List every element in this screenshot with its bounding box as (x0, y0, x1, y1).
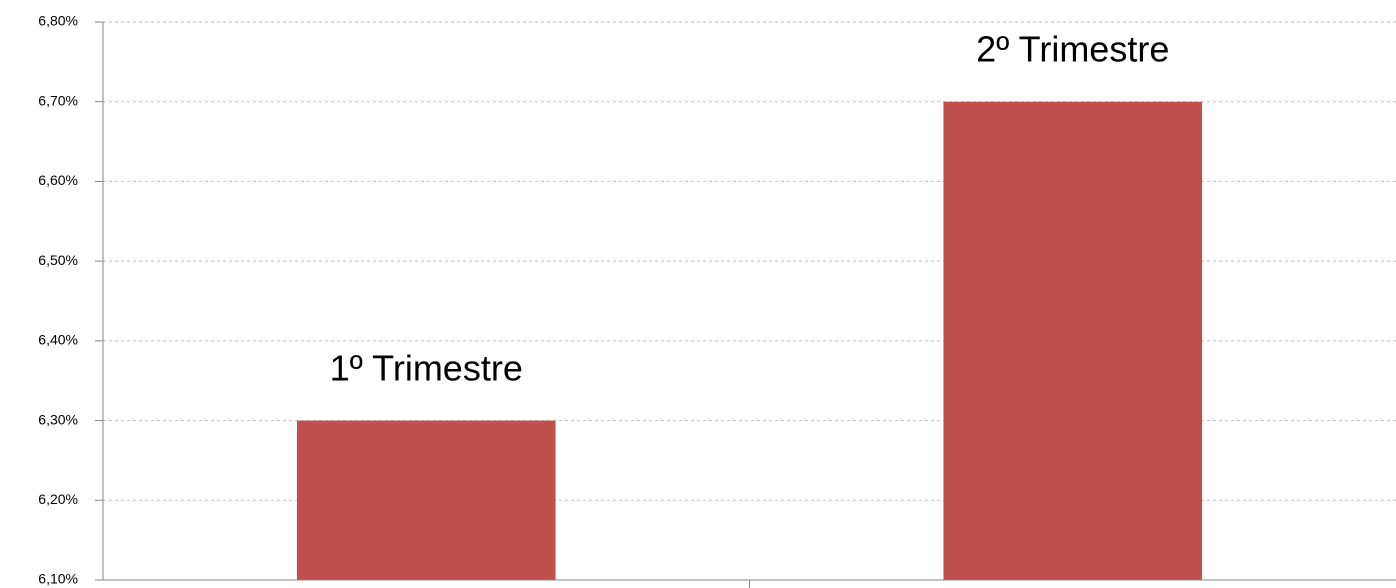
category-label: 1º Trimestre (330, 348, 523, 389)
y-tick-label: 6,50% (38, 252, 78, 268)
y-tick-label: 6,20% (38, 491, 78, 507)
y-tick-label: 6,70% (38, 92, 78, 108)
bar (296, 420, 556, 580)
y-tick-label: 6,80% (38, 13, 78, 29)
bar (943, 101, 1203, 580)
y-tick-label: 6,40% (38, 332, 78, 348)
y-tick-label: 6,10% (38, 571, 78, 587)
category-label: 2º Trimestre (976, 29, 1169, 70)
y-tick-label: 6,60% (38, 172, 78, 188)
y-tick-label: 6,30% (38, 411, 78, 427)
